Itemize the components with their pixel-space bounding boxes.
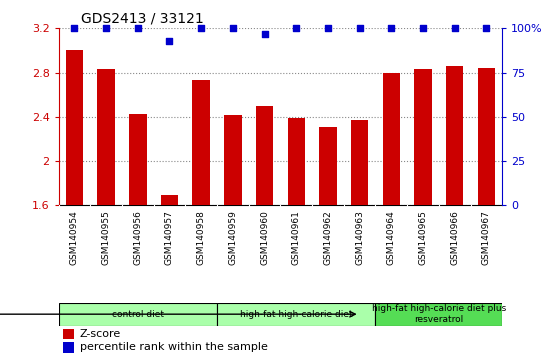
Text: GSM140964: GSM140964 xyxy=(387,210,396,265)
Bar xyxy=(98,69,115,205)
Point xyxy=(387,25,396,31)
Point xyxy=(165,38,174,44)
Bar xyxy=(63,329,74,339)
Bar xyxy=(478,68,495,205)
Bar xyxy=(256,106,273,205)
Point xyxy=(260,31,269,36)
Text: GSM140956: GSM140956 xyxy=(133,210,142,265)
Bar xyxy=(224,115,242,205)
Point xyxy=(482,25,491,31)
Bar xyxy=(446,66,463,205)
Text: Z-score: Z-score xyxy=(80,329,121,339)
Text: GSM140954: GSM140954 xyxy=(70,210,79,265)
Text: GSM140965: GSM140965 xyxy=(418,210,427,265)
Text: GDS2413 / 33121: GDS2413 / 33121 xyxy=(81,12,204,26)
Text: GSM140960: GSM140960 xyxy=(260,210,269,265)
Point xyxy=(197,25,206,31)
Text: GSM140967: GSM140967 xyxy=(482,210,491,265)
Bar xyxy=(383,73,400,205)
Text: GSM140955: GSM140955 xyxy=(102,210,110,265)
Bar xyxy=(59,303,217,326)
Point xyxy=(228,25,237,31)
Text: control diet: control diet xyxy=(112,310,164,319)
Point xyxy=(450,25,459,31)
Bar xyxy=(351,120,368,205)
Text: high-fat high-calorie diet plus
resveratrol: high-fat high-calorie diet plus resverat… xyxy=(372,304,506,324)
Text: GSM140958: GSM140958 xyxy=(196,210,206,265)
Bar xyxy=(161,195,178,205)
Bar xyxy=(287,118,305,205)
Point xyxy=(133,25,142,31)
Text: GSM140959: GSM140959 xyxy=(228,210,237,265)
Bar xyxy=(193,80,210,205)
Point xyxy=(418,25,427,31)
Text: percentile rank within the sample: percentile rank within the sample xyxy=(80,342,268,352)
Bar xyxy=(63,342,74,353)
Text: GSM140962: GSM140962 xyxy=(324,210,333,265)
Bar xyxy=(129,114,147,205)
Point xyxy=(70,25,79,31)
Bar xyxy=(217,303,376,326)
Point xyxy=(292,25,301,31)
Text: GSM140961: GSM140961 xyxy=(292,210,301,265)
Bar xyxy=(414,69,432,205)
Text: GSM140966: GSM140966 xyxy=(450,210,459,265)
Point xyxy=(355,25,364,31)
Bar xyxy=(66,51,83,205)
Point xyxy=(102,25,110,31)
Text: GSM140963: GSM140963 xyxy=(355,210,364,265)
Text: high-fat high-calorie diet: high-fat high-calorie diet xyxy=(240,310,353,319)
Bar xyxy=(376,303,502,326)
Point xyxy=(324,25,333,31)
Text: GSM140957: GSM140957 xyxy=(165,210,174,265)
Bar xyxy=(319,127,336,205)
